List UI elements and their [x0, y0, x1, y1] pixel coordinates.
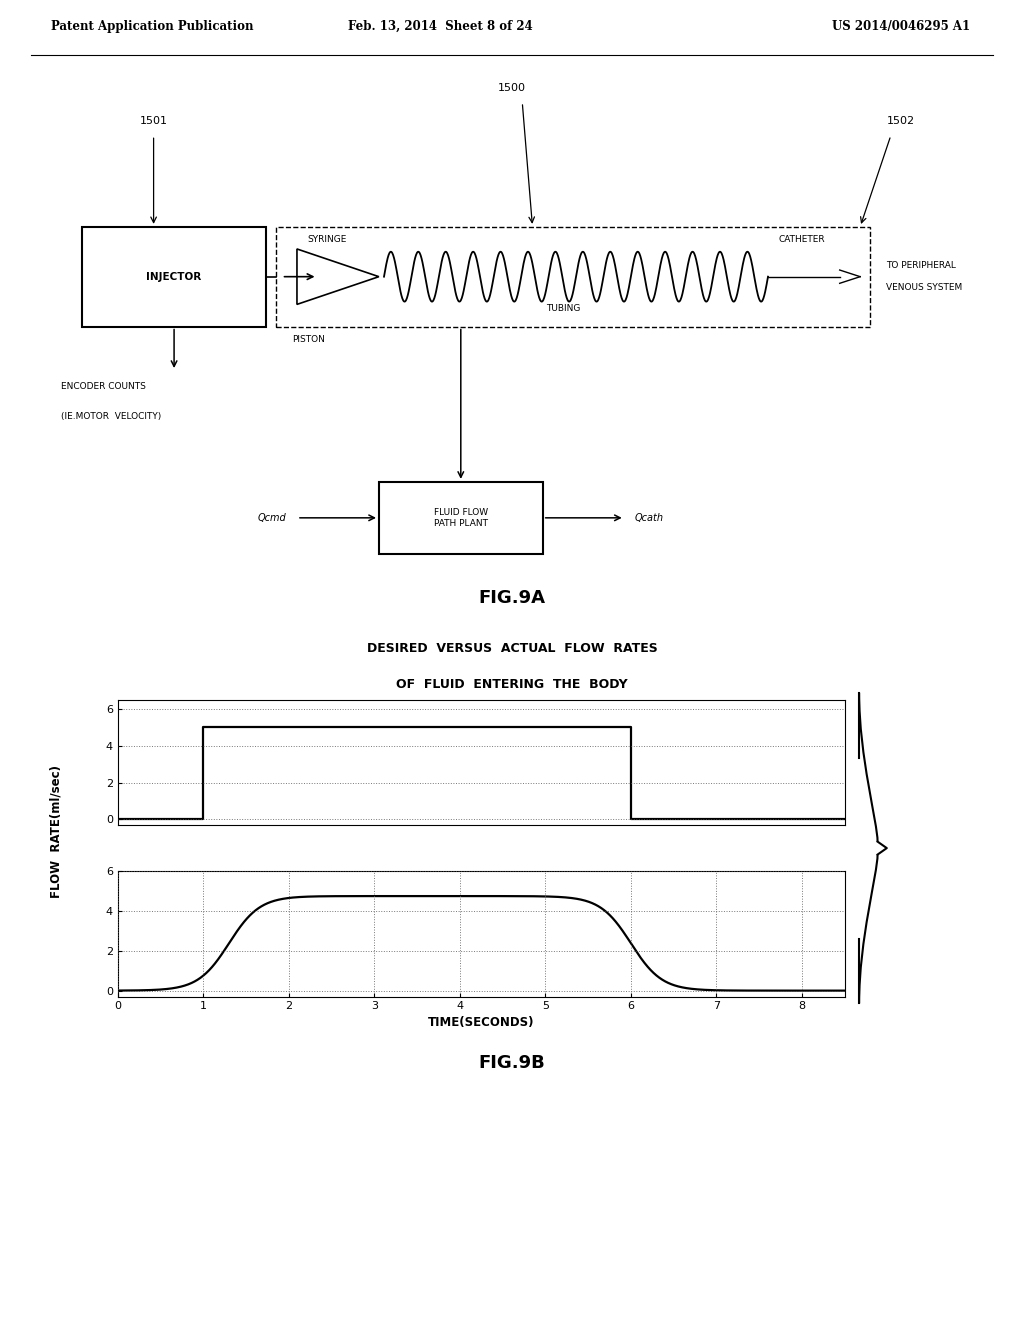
Text: US 2014/0046295 A1: US 2014/0046295 A1 — [833, 20, 970, 33]
Bar — [379, 482, 543, 554]
Text: 1502: 1502 — [887, 116, 915, 127]
Bar — [82, 227, 266, 326]
Text: FIG.9B: FIG.9B — [478, 1053, 546, 1072]
Text: OF  FLUID  ENTERING  THE  BODY: OF FLUID ENTERING THE BODY — [396, 677, 628, 690]
Text: FLOW  RATE(ml/sec): FLOW RATE(ml/sec) — [50, 766, 62, 898]
Text: 1500: 1500 — [498, 83, 526, 94]
Text: Qcmd: Qcmd — [258, 513, 287, 523]
Text: 1501: 1501 — [139, 116, 168, 127]
Text: PISTON: PISTON — [292, 335, 325, 345]
Text: DESIRED  VERSUS  ACTUAL  FLOW  RATES: DESIRED VERSUS ACTUAL FLOW RATES — [367, 642, 657, 655]
Text: CATHETER: CATHETER — [778, 235, 825, 244]
Text: Feb. 13, 2014  Sheet 8 of 24: Feb. 13, 2014 Sheet 8 of 24 — [348, 20, 532, 33]
Text: (IE.MOTOR  VELOCITY): (IE.MOTOR VELOCITY) — [61, 412, 162, 421]
Text: Patent Application Publication: Patent Application Publication — [51, 20, 254, 33]
Text: TO PERIPHERAL: TO PERIPHERAL — [886, 261, 955, 271]
X-axis label: TIME(SECONDS): TIME(SECONDS) — [428, 1015, 535, 1028]
Text: ENCODER COUNTS: ENCODER COUNTS — [61, 381, 146, 391]
Text: VENOUS SYSTEM: VENOUS SYSTEM — [886, 284, 962, 292]
Text: FLUID FLOW
PATH PLANT: FLUID FLOW PATH PLANT — [434, 508, 487, 528]
Text: SYRINGE: SYRINGE — [307, 235, 346, 244]
Text: Qcath: Qcath — [635, 513, 664, 523]
Text: FIG.9A: FIG.9A — [478, 589, 546, 607]
Text: INJECTOR: INJECTOR — [146, 272, 202, 281]
Text: TUBING: TUBING — [546, 304, 581, 313]
Bar — [276, 227, 870, 326]
